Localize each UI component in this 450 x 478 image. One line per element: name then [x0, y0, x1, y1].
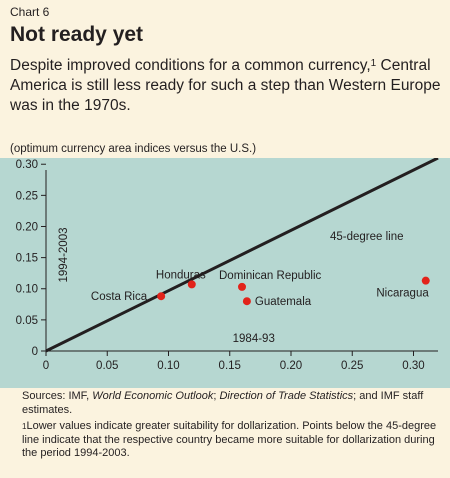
point-label: Nicaragua [376, 288, 429, 300]
point-label: Guatemala [255, 296, 312, 308]
units-note: (optimum currency area indices versus th… [10, 143, 257, 155]
point-label: Dominican Republic [219, 270, 322, 282]
x-tick-label: 0.15 [219, 360, 241, 372]
y-tick-label: 0.20 [16, 221, 38, 233]
y-axis-label: 1994-2003 [58, 228, 70, 283]
data-point [157, 292, 166, 301]
chart-footer: Sources: IMF, World Economic Outlook; Di… [22, 390, 440, 461]
reference-line-45-degree [45, 158, 439, 353]
y-tick-label: 0 [32, 346, 38, 358]
x-tick-label: 0.05 [96, 360, 118, 372]
sources-separator: ; [213, 390, 220, 402]
data-point [421, 276, 430, 285]
scatter-chart: 00.050.100.150.200.250.30 0 0.05 0.10 0.15 0… [0, 158, 450, 388]
y-axis-ticks: 0 0.05 0.10 0.15 0.20 0.25 0.30 [16, 159, 46, 358]
chart-subtitle: Despite improved conditions for a common… [10, 56, 445, 116]
source-dots: Direction of Trade Statistics [219, 390, 354, 402]
point-label: Costa Rica [91, 291, 148, 303]
chart-title: Not ready yet [10, 23, 144, 46]
data-point [242, 297, 251, 306]
point-label: Honduras [156, 269, 206, 281]
y-tick-label: 0.15 [16, 253, 38, 265]
x-tick-label: 0.25 [341, 360, 363, 372]
x-tick-label: 0 [43, 360, 49, 372]
sources-note: Sources: IMF, World Economic Outlook; Di… [22, 390, 440, 417]
subtitle-text-1: Despite improved conditions for a common… [10, 57, 371, 74]
x-axis-label: 1984-93 [233, 333, 275, 345]
plot-area [0, 158, 450, 388]
x-tick-label: 0.20 [280, 360, 302, 372]
data-point [187, 280, 196, 289]
subtitle-footnote-mark: 1 [370, 58, 377, 69]
x-axis-ticks: 0 0.05 0.10 0.15 0.20 0.25 0.30 [43, 351, 425, 372]
data-points: Costa Rica Honduras Dominican Republic Guat… [91, 269, 430, 308]
y-tick-label: 0.10 [16, 284, 38, 296]
footnote-text: Lower values indicate greater suitabilit… [22, 420, 437, 459]
footnote: 1Lower values indicate greater suitabili… [22, 420, 440, 461]
reference-line-label: 45-degree line [330, 231, 404, 243]
sources-prefix: Sources: IMF, [22, 390, 93, 402]
data-point [238, 282, 246, 291]
sources-suffix: ; and IMF staff estimates. [22, 390, 424, 416]
x-tick-label: 0.30 [402, 360, 424, 372]
source-weo: World Economic Outlook [92, 390, 214, 402]
y-tick-label: 0.25 [16, 190, 38, 202]
y-tick-label: 0.30 [16, 159, 38, 171]
x-tick-label: 0.10 [157, 360, 179, 372]
y-tick-label: 0.05 [16, 315, 38, 327]
subtitle-text-2: Central America is still less ready for … [10, 57, 441, 114]
footnote-mark: 1 [22, 422, 27, 431]
chart-number: Chart 6 [10, 5, 50, 19]
